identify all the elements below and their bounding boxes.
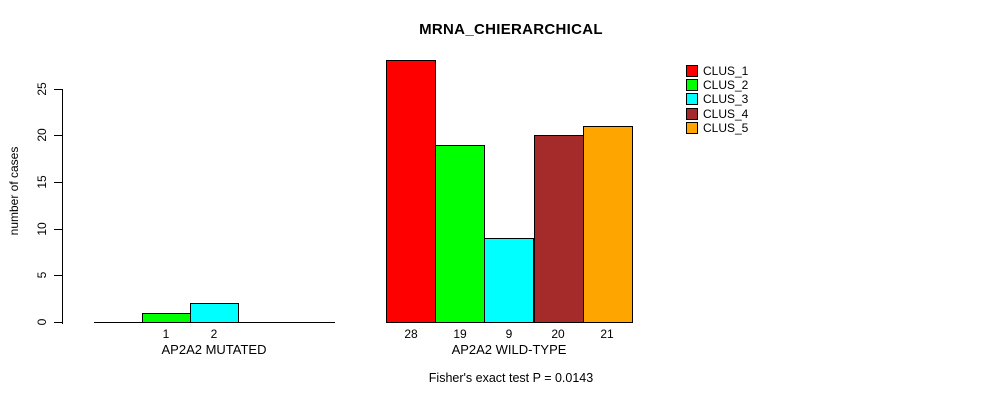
zero-bar-clus_1 xyxy=(94,322,143,323)
y-tick-mark xyxy=(54,275,62,276)
zero-bar-clus_5 xyxy=(286,322,335,323)
y-tick-mark xyxy=(54,89,62,90)
y-tick-label: 10 xyxy=(35,222,49,236)
y-tick-label: 0 xyxy=(35,318,49,326)
group-label: AP2A2 MUTATED xyxy=(161,342,267,357)
bar-value-label: 19 xyxy=(453,327,467,341)
group-label: AP2A2 WILD-TYPE xyxy=(451,342,567,357)
y-tick-mark xyxy=(54,135,62,136)
chart-title: MRNA_CHIERARCHICAL xyxy=(419,21,603,38)
bar-clus_5 xyxy=(583,126,633,323)
y-tick-mark xyxy=(54,182,62,183)
legend-label: CLUS_4 xyxy=(703,106,749,121)
legend-item-clus_5: CLUS_5 xyxy=(686,121,748,135)
legend-label: CLUS_5 xyxy=(703,120,749,135)
bar-value-label: 20 xyxy=(551,327,565,341)
bar-clus_4 xyxy=(534,135,584,323)
bar-clus_3 xyxy=(190,303,239,323)
y-tick-label: 25 xyxy=(35,82,49,96)
legend-item-clus_3: CLUS_3 xyxy=(686,92,748,106)
y-tick-mark xyxy=(54,229,62,230)
legend-swatch-icon xyxy=(686,93,698,106)
y-axis-label: number of cases xyxy=(7,146,21,236)
legend-label: CLUS_2 xyxy=(703,78,749,93)
bar-value-label: 28 xyxy=(404,327,418,341)
y-axis-line xyxy=(62,89,63,324)
bar-value-label: 21 xyxy=(600,327,614,341)
y-tick-mark xyxy=(54,322,62,323)
y-tick-label: 15 xyxy=(35,175,49,189)
bar-value-label: 1 xyxy=(162,327,170,341)
legend-label: CLUS_3 xyxy=(703,92,749,107)
legend-item-clus_4: CLUS_4 xyxy=(686,107,748,121)
legend-swatch-icon xyxy=(686,79,698,92)
bar-clus_3 xyxy=(484,238,534,323)
bar-value-label: 2 xyxy=(210,327,218,341)
zero-bar-clus_4 xyxy=(238,322,287,323)
legend: CLUS_1 CLUS_2 CLUS_3 CLUS_4 CLUS_5 xyxy=(686,64,748,135)
legend-swatch-icon xyxy=(686,107,698,120)
fisher-test-annotation: Fisher's exact test P = 0.0143 xyxy=(428,371,594,385)
y-tick-label: 20 xyxy=(35,128,49,142)
bar-clus_2 xyxy=(142,313,191,323)
y-tick-label: 5 xyxy=(35,271,49,279)
bar-clus_2 xyxy=(435,145,485,323)
bar-clus_1 xyxy=(386,60,436,323)
legend-item-clus_1: CLUS_1 xyxy=(686,64,748,78)
bar-value-label: 9 xyxy=(505,327,513,341)
legend-item-clus_2: CLUS_2 xyxy=(686,78,748,92)
legend-swatch-icon xyxy=(686,121,698,134)
legend-swatch-icon xyxy=(686,65,698,78)
legend-label: CLUS_1 xyxy=(703,64,749,79)
